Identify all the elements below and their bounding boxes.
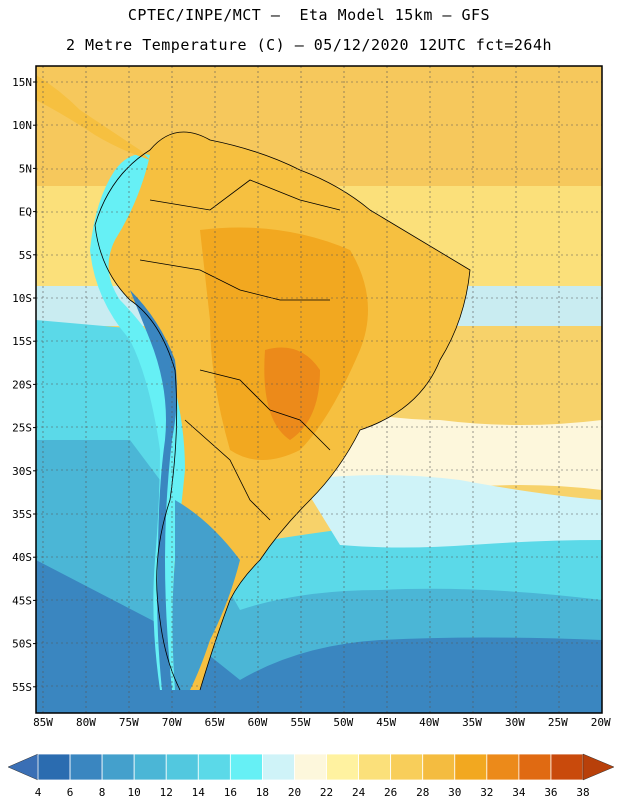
colorbar-swatch xyxy=(518,753,552,781)
colorbar-label: 4 xyxy=(35,786,42,799)
colorbar-label: 18 xyxy=(256,786,269,799)
colorbar-swatch xyxy=(390,753,424,781)
longitude-label: 50W xyxy=(333,716,353,729)
longitude-label: 55W xyxy=(290,716,310,729)
colorbar-swatch xyxy=(101,753,135,781)
longitude-label: 25W xyxy=(548,716,568,729)
colorbar-label: 30 xyxy=(448,786,461,799)
colorbar-swatch xyxy=(294,753,327,781)
colorbar-label: 10 xyxy=(128,786,141,799)
colorbar-swatch xyxy=(486,753,520,781)
colorbar-arrow-left xyxy=(7,753,39,781)
latitude-label: 50S xyxy=(12,638,32,651)
colorbar-label: 16 xyxy=(224,786,237,799)
longitude-label: 30W xyxy=(505,716,525,729)
colorbar-label: 36 xyxy=(544,786,557,799)
latitude-label: 30S xyxy=(12,465,32,478)
colorbar-arrow-right xyxy=(582,753,615,781)
colorbar-label: 20 xyxy=(288,786,301,799)
colorbar-label: 12 xyxy=(160,786,173,799)
longitude-label: 35W xyxy=(462,716,482,729)
latitude-label: 15S xyxy=(12,335,32,348)
colorbar-swatch xyxy=(326,753,359,781)
longitude-label: 80W xyxy=(76,716,96,729)
atlantic-cool-region xyxy=(300,475,602,548)
patagonia-cold-region xyxy=(172,500,240,690)
map-title-line-1: CPTEC/INPE/MCT – Eta Model 15km – GFS xyxy=(127,6,491,24)
colorbar-label: 38 xyxy=(576,786,589,799)
latitude-labels: 15N 10N 5N EQ 5S 10S 15S 20S 25S 30S 35S 40S 45S 50S 5… xyxy=(12,76,36,694)
latitude-label: 10S xyxy=(12,292,32,305)
colorbar-swatch xyxy=(550,753,584,781)
latitude-label: 45S xyxy=(12,594,32,607)
latitude-label: 40S xyxy=(12,551,32,564)
latitude-label: 35S xyxy=(12,508,32,521)
graticule xyxy=(36,66,602,713)
colorbar-label: 34 xyxy=(512,786,526,799)
map-field xyxy=(36,66,602,713)
colorbar-label: 24 xyxy=(352,786,366,799)
colorbar-swatch xyxy=(69,753,103,781)
colorbar-swatch xyxy=(454,753,488,781)
colorbar-swatch xyxy=(37,753,71,781)
country-borders xyxy=(94,131,471,691)
central-america-land xyxy=(36,75,150,160)
colorbar-label: 6 xyxy=(67,786,74,799)
longitude-label: 45W xyxy=(376,716,396,729)
longitude-label: 70W xyxy=(162,716,182,729)
longitude-label: 20W xyxy=(591,716,611,729)
map-frame xyxy=(35,65,603,714)
colorbar-swatch xyxy=(165,753,199,781)
latitude-label: 15N xyxy=(12,76,32,89)
colorbar-swatch xyxy=(133,753,167,781)
latitude-label: 10N xyxy=(12,119,32,132)
colorbar-label: 26 xyxy=(384,786,397,799)
latitude-label: 20S xyxy=(12,378,32,391)
longitude-label: 40W xyxy=(419,716,439,729)
map-title-line-2: 2 Metre Temperature (C) – 05/12/2020 12U… xyxy=(65,36,553,54)
latitude-label: 25S xyxy=(12,422,32,435)
interior-hot-region xyxy=(200,227,368,460)
latitude-label: 5S xyxy=(19,249,32,262)
colorbar-label: 14 xyxy=(192,786,206,799)
longitude-label: 65W xyxy=(205,716,225,729)
latitude-label: EQ xyxy=(19,206,32,219)
colorbar-swatch xyxy=(262,753,295,781)
colorbar-swatch xyxy=(358,753,392,781)
longitude-labels: 85W 80W 75W 70W 65W 60W 55W 50W 45W 40W 35W 30W 25W 2… xyxy=(33,716,611,729)
colorbar-label: 28 xyxy=(416,786,429,799)
interior-hottest-region xyxy=(264,347,320,440)
colorbar-swatch xyxy=(229,753,263,781)
colorbar: 4 6 8 10 12 14 16 18 20 22 24 26 28 30 32 34 36 38 xyxy=(7,753,615,799)
colorbar-label: 32 xyxy=(480,786,493,799)
colorbar-label: 8 xyxy=(99,786,106,799)
colorbar-swatch xyxy=(197,753,231,781)
longitude-label: 60W xyxy=(248,716,268,729)
longitude-label: 75W xyxy=(119,716,139,729)
andes-cold-band xyxy=(130,290,177,690)
colorbar-label: 22 xyxy=(320,786,333,799)
latitude-label: 5N xyxy=(19,162,32,175)
longitude-label: 85W xyxy=(33,716,53,729)
colorbar-swatch xyxy=(422,753,456,781)
latitude-label: 55S xyxy=(12,681,32,694)
